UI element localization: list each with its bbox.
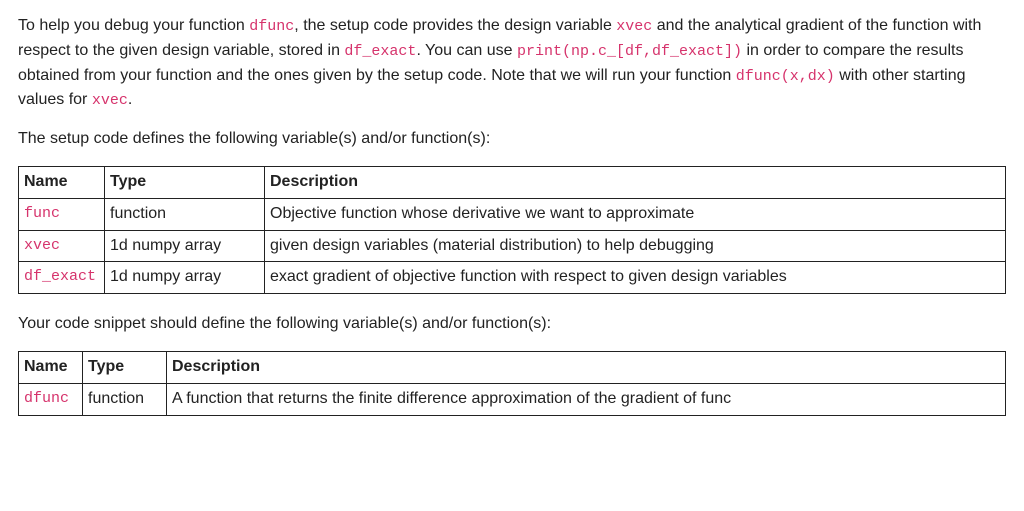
th-type: Type <box>83 351 167 383</box>
intro-text-1: To help you debug your function <box>18 17 249 34</box>
intro-text-2: , the setup code provides the design var… <box>294 17 616 34</box>
code-dfunc-call: dfunc(x,dx) <box>736 68 835 85</box>
code-xvec: xvec <box>616 18 652 35</box>
intro-text-7: . <box>128 91 132 108</box>
code-dfunc: dfunc <box>249 18 294 35</box>
code-df-exact: df_exact <box>344 43 416 60</box>
th-name: Name <box>19 166 105 198</box>
table-row: xvec 1d numpy array given design variabl… <box>19 230 1006 262</box>
code-print: print(np.c_[df,df_exact]) <box>517 43 742 60</box>
cell-name: xvec <box>19 230 105 262</box>
table-row: dfunc function A function that returns t… <box>19 383 1006 415</box>
table-row: df_exact 1d numpy array exact gradient o… <box>19 262 1006 294</box>
cell-desc: exact gradient of objective function wit… <box>265 262 1006 294</box>
th-desc: Description <box>167 351 1006 383</box>
cell-desc: A function that returns the finite diffe… <box>167 383 1006 415</box>
define-vars-heading: Your code snippet should define the foll… <box>18 312 1006 337</box>
th-desc: Description <box>265 166 1006 198</box>
setup-vars-table: Name Type Description func function Obje… <box>18 166 1006 294</box>
cell-type: 1d numpy array <box>105 262 265 294</box>
cell-desc: given design variables (material distrib… <box>265 230 1006 262</box>
table-row: func function Objective function whose d… <box>19 198 1006 230</box>
setup-vars-heading: The setup code defines the following var… <box>18 127 1006 152</box>
cell-type: 1d numpy array <box>105 230 265 262</box>
cell-name: func <box>19 198 105 230</box>
define-vars-table: Name Type Description dfunc function A f… <box>18 351 1006 416</box>
intro-text-4: . You can use <box>416 42 517 59</box>
table-header-row: Name Type Description <box>19 166 1006 198</box>
table-header-row: Name Type Description <box>19 351 1006 383</box>
code-xvec-2: xvec <box>92 92 128 109</box>
cell-name: df_exact <box>19 262 105 294</box>
cell-desc: Objective function whose derivative we w… <box>265 198 1006 230</box>
cell-type: function <box>105 198 265 230</box>
cell-type: function <box>83 383 167 415</box>
th-name: Name <box>19 351 83 383</box>
th-type: Type <box>105 166 265 198</box>
cell-name: dfunc <box>19 383 83 415</box>
intro-paragraph: To help you debug your function dfunc, t… <box>18 14 1006 113</box>
